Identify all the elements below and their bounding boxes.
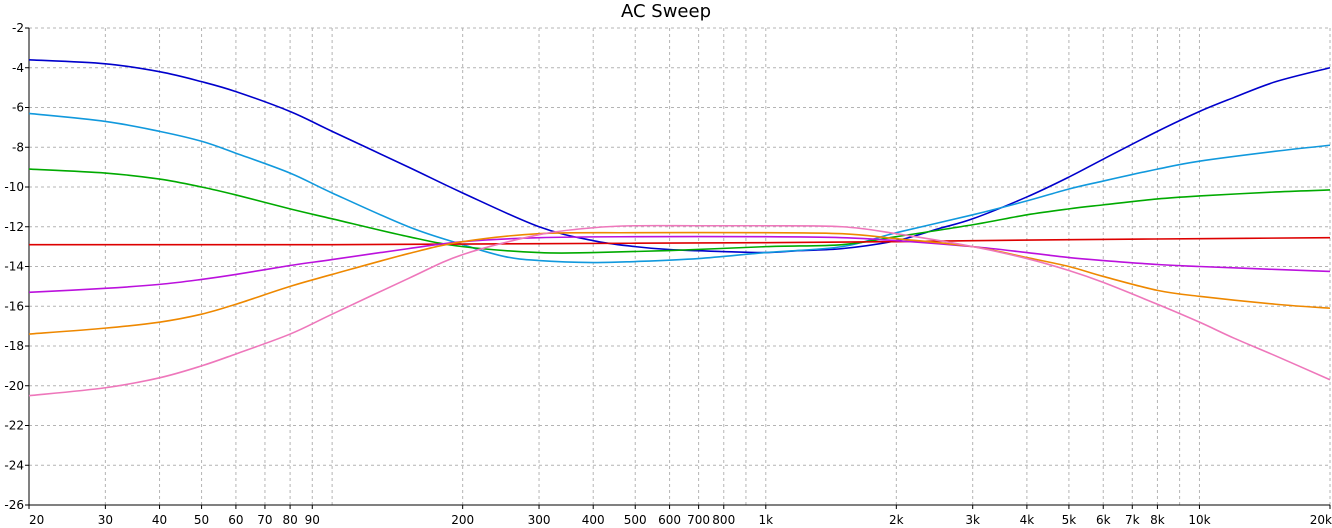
- series-line-2: [28, 112, 1331, 264]
- y-tick-label: -18: [4, 339, 24, 353]
- x-tick-label: 800: [712, 513, 735, 527]
- series-line-7: [28, 224, 1331, 397]
- x-tick-label: 20: [29, 513, 44, 527]
- x-tick-label: 2k: [889, 513, 904, 527]
- x-tick-label: 600: [658, 513, 681, 527]
- x-tick-label: 6k: [1096, 513, 1111, 527]
- x-tick-label: 90: [305, 513, 320, 527]
- x-tick-label: 1k: [758, 513, 773, 527]
- x-tick-label: 300: [528, 513, 551, 527]
- x-tick-label: 30: [98, 513, 113, 527]
- x-tick-label: 10k: [1188, 513, 1210, 527]
- x-tick-label: 70: [257, 513, 272, 527]
- y-tick-label: -16: [4, 299, 24, 313]
- x-tick-label: 700: [687, 513, 710, 527]
- x-tick-label: 200: [451, 513, 474, 527]
- y-tick-label: -10: [4, 180, 24, 194]
- y-tick-label: -4: [12, 61, 24, 75]
- x-tick-label: 60: [228, 513, 243, 527]
- series-line-3: [28, 168, 1331, 254]
- y-tick-label: -20: [4, 379, 24, 393]
- series-line-6: [28, 231, 1331, 335]
- y-tick-label: -2: [12, 21, 24, 35]
- tick-labels: -2 -4 -6 -8 -10 -12 -14 -16 -18 -20 -22 -24 -26 20 30 4…: [4, 21, 1332, 527]
- x-tick-label: 20k: [1310, 513, 1332, 527]
- grid-layer: [28, 27, 1331, 506]
- x-tick-label: 80: [282, 513, 297, 527]
- y-tick-label: -22: [4, 419, 24, 433]
- y-tick-label: -26: [4, 498, 24, 512]
- series-line-4: [28, 236, 1331, 246]
- x-tick-label: 4k: [1020, 513, 1035, 527]
- x-tick-label: 50: [194, 513, 209, 527]
- x-tick-label: 400: [582, 513, 605, 527]
- y-tick-label: -14: [4, 260, 24, 274]
- y-tick-label: -12: [4, 220, 24, 234]
- x-tick-label: 8k: [1150, 513, 1165, 527]
- x-tick-label: 7k: [1125, 513, 1140, 527]
- x-tick-label: 3k: [965, 513, 980, 527]
- y-tick-label: -8: [12, 140, 24, 154]
- y-tick-label: -6: [12, 101, 24, 115]
- series-line-5: [28, 235, 1331, 294]
- series-line-1: [28, 59, 1331, 254]
- x-tick-label: 40: [152, 513, 167, 527]
- chart-title: AC Sweep: [620, 1, 711, 22]
- axis-layer: [25, 27, 1331, 509]
- y-tick-label: -24: [4, 458, 24, 472]
- series-layer: [28, 59, 1331, 397]
- x-tick-label: 5k: [1062, 513, 1077, 527]
- x-tick-label: 500: [624, 513, 647, 527]
